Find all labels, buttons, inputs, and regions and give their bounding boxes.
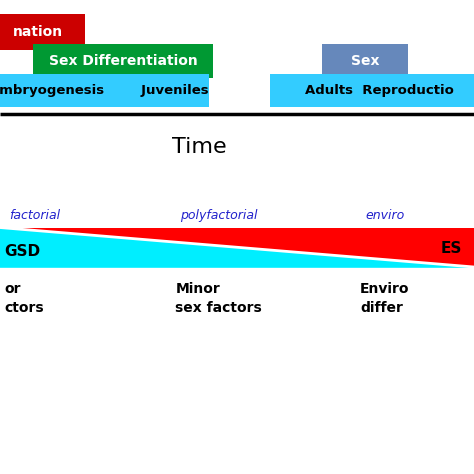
Text: GSD: GSD [5,244,41,259]
Text: ES: ES [441,241,462,256]
Text: enviro: enviro [365,209,404,222]
Text: Sex: Sex [351,54,379,68]
FancyBboxPatch shape [33,44,213,78]
Text: Sex Differentiation: Sex Differentiation [49,54,198,68]
Text: Enviro
differ: Enviro differ [360,282,410,315]
Text: nation: nation [13,25,63,39]
Text: Time: Time [172,137,227,157]
FancyBboxPatch shape [0,14,85,50]
Text: polyfactorial: polyfactorial [180,209,258,222]
FancyBboxPatch shape [322,44,408,78]
FancyBboxPatch shape [0,74,209,107]
Text: Embryogenesis        Juveniles: Embryogenesis Juveniles [0,84,209,97]
Text: factorial: factorial [9,209,61,222]
Text: or
ctors: or ctors [5,282,45,315]
Polygon shape [0,228,474,268]
FancyBboxPatch shape [270,74,474,107]
Text: Adults  Reproductio: Adults Reproductio [305,84,454,97]
Polygon shape [0,228,474,268]
Text: Minor
sex factors: Minor sex factors [175,282,262,315]
